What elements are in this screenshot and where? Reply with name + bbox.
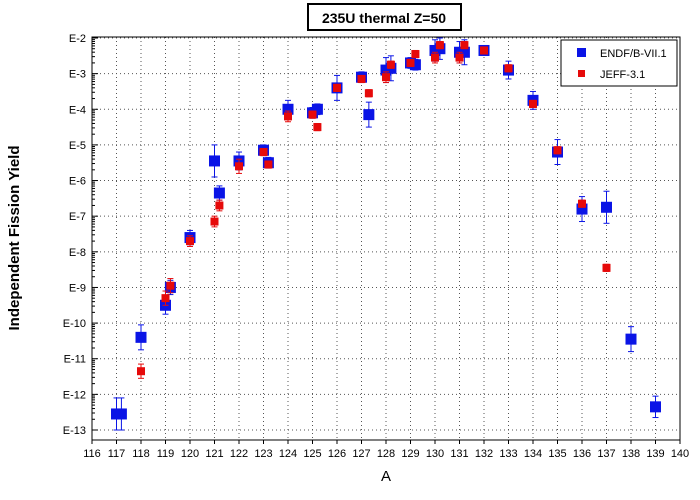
data-point: [213, 187, 225, 199]
data-point: [137, 367, 145, 376]
x-tick-label: 137: [597, 448, 615, 460]
data-point: [382, 73, 390, 82]
data-point: [409, 59, 421, 71]
x-tick-label: 119: [157, 448, 175, 460]
data-point: [411, 50, 420, 59]
data-point: [264, 160, 273, 169]
tick-layer: 116 117 118 119 120 121 122 123 124 125 126 127 128 1…: [63, 33, 689, 460]
data-point: [259, 148, 268, 157]
data-point: [357, 74, 366, 83]
x-tick-label: 132: [475, 448, 493, 460]
data-point: [386, 60, 395, 69]
x-tick-label: 120: [181, 448, 199, 460]
title-box: 235U thermal Z=50: [307, 3, 462, 31]
x-tick-label: 129: [401, 448, 419, 460]
x-tick-label: 123: [254, 448, 272, 460]
y-axis-label: Independent Fission Yield: [6, 145, 23, 330]
x-tick-label: 126: [328, 448, 346, 460]
data-point: [115, 408, 127, 420]
legend-marker-jeff: [578, 70, 585, 77]
x-tick-label: 136: [573, 448, 591, 460]
y-tick-label: E-3: [69, 69, 86, 81]
legend-label-jeff: JEFF-3.1: [600, 69, 645, 81]
x-tick-label: 125: [303, 448, 321, 460]
x-tick-label: 118: [132, 448, 150, 460]
x-tick-label: 134: [524, 448, 542, 460]
y-tick-label: E-10: [63, 318, 86, 330]
y-tick-label: E-7: [69, 211, 86, 223]
x-tick-label: 128: [377, 448, 395, 460]
y-tick-label: E-13: [63, 425, 86, 437]
data-point: [215, 201, 224, 210]
x-axis-label: A: [381, 468, 391, 485]
x-tick-label: 138: [622, 448, 640, 460]
y-tick-label: E-4: [69, 104, 86, 116]
data-point: [166, 281, 175, 290]
legend: ENDF/B-VII.1 JEFF-3.1: [560, 39, 678, 87]
series-layer: [111, 37, 661, 431]
data-point: [455, 53, 464, 62]
y-tick-label: E-8: [69, 247, 86, 259]
y-tick-label: E-2: [69, 33, 86, 45]
y-tick-label: E-11: [64, 354, 86, 366]
x-tick-label: 135: [548, 448, 566, 460]
legend-label-endf: ENDF/B-VII.1: [600, 48, 667, 60]
x-tick-label: 121: [205, 448, 223, 460]
data-point: [186, 237, 194, 246]
x-tick-label: 130: [426, 448, 444, 460]
data-point: [625, 333, 637, 345]
x-tick-label: 127: [352, 448, 370, 460]
data-point: [311, 103, 323, 115]
data-point: [602, 263, 611, 272]
legend-marker-endf: [577, 48, 586, 57]
data-point: [209, 155, 220, 167]
x-tick-label: 131: [450, 448, 468, 460]
y-tick-label: E-5: [69, 140, 86, 152]
data-point: [650, 401, 661, 413]
data-point: [210, 217, 219, 226]
data-point: [364, 89, 373, 98]
x-tick-label: 139: [646, 448, 664, 460]
data-point: [458, 46, 470, 58]
data-point: [578, 199, 586, 208]
y-tick-label: E-9: [69, 282, 86, 294]
data-point: [135, 331, 147, 343]
x-tick-label: 122: [230, 448, 248, 460]
data-point: [333, 83, 341, 92]
x-tick-label: 116: [83, 448, 101, 460]
data-point: [161, 294, 170, 303]
y-tick-label: E-6: [69, 176, 86, 188]
data-point: [460, 41, 469, 50]
data-point: [480, 46, 488, 55]
chart-title: 235U thermal Z=50: [322, 10, 446, 26]
data-point: [601, 201, 612, 213]
grid-layer: [92, 37, 680, 440]
data-point: [235, 162, 243, 171]
data-point: [431, 53, 439, 62]
x-tick-label: 133: [499, 448, 517, 460]
data-point: [282, 103, 294, 115]
data-point: [284, 112, 292, 121]
data-point: [504, 64, 513, 73]
data-point: [553, 146, 562, 155]
y-tick-label: E-12: [63, 389, 86, 401]
x-tick-label: 124: [279, 448, 297, 460]
data-point: [529, 99, 537, 108]
data-point: [406, 58, 415, 67]
x-tick-label: 117: [108, 448, 126, 460]
x-tick-label: 140: [671, 448, 689, 460]
data-point: [435, 41, 444, 50]
data-point: [308, 110, 317, 119]
data-point: [576, 203, 588, 215]
data-point: [363, 109, 375, 121]
data-point: [313, 123, 322, 132]
